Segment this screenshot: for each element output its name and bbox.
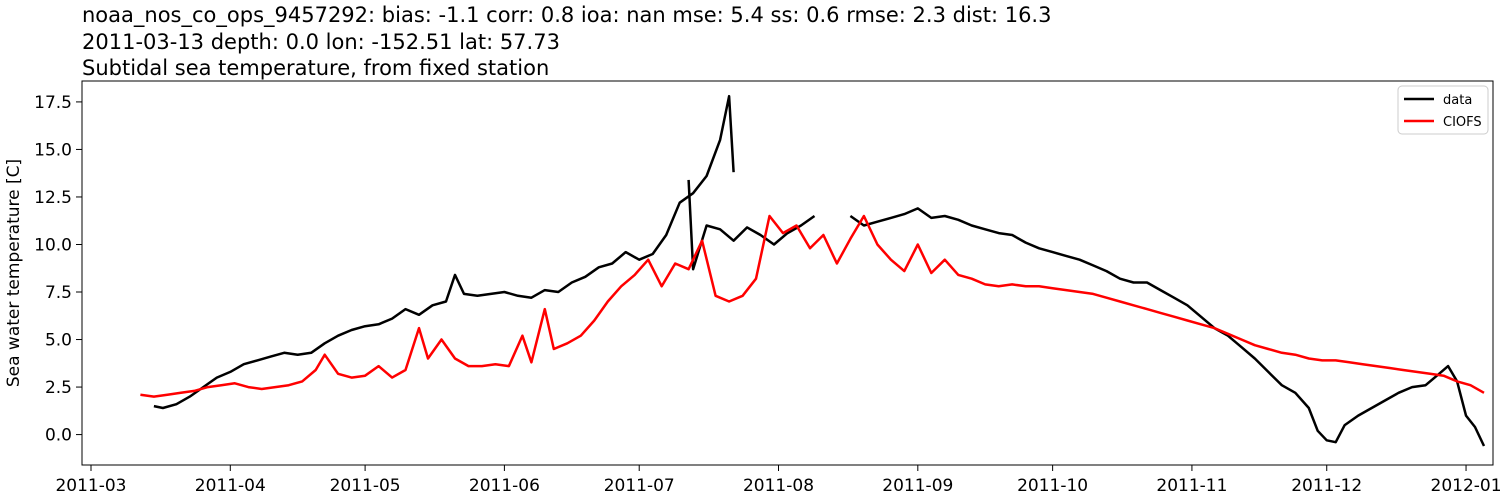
chart-title-line-3: Subtidal sea temperature, from fixed sta…	[82, 56, 549, 80]
x-tick-label: 2011-11	[1156, 476, 1227, 496]
series-line-data-segment-2	[687, 179, 816, 271]
legend: data CIOFS	[1397, 85, 1489, 135]
x-tick-label: 2011-06	[469, 476, 540, 496]
x-axis-ticks: 2011-03 2011-04 2011-05 2011-06 2011-07 2011-…	[55, 465, 1500, 496]
series-line-ciofs-segment-1	[140, 214, 1485, 398]
x-tick-label: 2011-05	[330, 476, 401, 496]
x-tick-label: 2011-07	[604, 476, 675, 496]
x-tick-label: 2011-12	[1291, 476, 1362, 496]
y-axis-ticks: 0.0 2.5 5.0 7.5 10.0 12.5 15.0 17.5	[34, 93, 82, 446]
y-tick-label: 7.5	[45, 283, 72, 303]
y-axis-label: Sea water temperature [C]	[4, 159, 24, 387]
x-tick-label: 2012-01	[1431, 476, 1500, 496]
x-tick-label: 2011-04	[195, 476, 266, 496]
plot-area-frame	[81, 80, 1494, 466]
y-tick-label: 2.5	[45, 378, 72, 398]
legend-label-data: data	[1443, 93, 1472, 108]
y-tick-label: 0.0	[45, 426, 72, 446]
chart-title-line-2: 2011-03-13 depth: 0.0 lon: -152.51 lat: …	[82, 30, 560, 54]
series-line-data-segment-1	[153, 94, 735, 410]
y-tick-label: 15.0	[34, 140, 72, 160]
legend-label-ciofs: CIOFS	[1443, 115, 1482, 130]
series-line-data-segment-3	[849, 207, 1486, 447]
x-tick-label: 2011-09	[882, 476, 953, 496]
plot-lines	[140, 94, 1486, 447]
y-tick-label: 17.5	[34, 93, 72, 113]
y-tick-label: 10.0	[34, 235, 72, 255]
chart-title-line-1: noaa_nos_co_ops_9457292: bias: -1.1 corr…	[82, 3, 1051, 28]
x-tick-label: 2011-08	[743, 476, 814, 496]
x-tick-label: 2011-03	[55, 476, 126, 496]
y-tick-label: 5.0	[45, 331, 72, 351]
x-tick-label: 2011-10	[1017, 476, 1088, 496]
y-tick-label: 12.5	[34, 188, 72, 208]
